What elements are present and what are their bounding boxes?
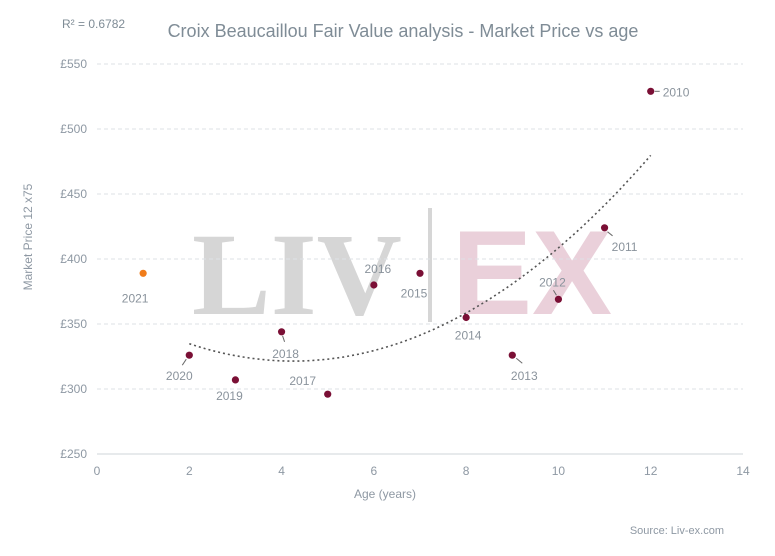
data-label-2020: 2020 bbox=[166, 369, 193, 383]
y-tick-label: £450 bbox=[60, 187, 87, 201]
x-tick-label: 8 bbox=[463, 464, 470, 478]
y-tick-label: £400 bbox=[60, 252, 87, 266]
data-label-2016: 2016 bbox=[365, 262, 392, 276]
watermark-liv-text: LIV bbox=[192, 209, 402, 340]
data-point-2020 bbox=[185, 351, 193, 359]
x-tick-label: 12 bbox=[644, 464, 658, 478]
x-tick-label: 10 bbox=[552, 464, 566, 478]
source-note: Source: Liv-ex.com bbox=[630, 525, 724, 537]
leader-line-2018 bbox=[282, 335, 286, 342]
data-point-2019 bbox=[231, 376, 240, 384]
x-tick-label: 2 bbox=[186, 464, 193, 478]
data-point-2018 bbox=[277, 328, 286, 336]
data-label-2012: 2012 bbox=[539, 275, 566, 289]
data-points: 2020 2019 2018 2017 2016 2015 2014 2013 2012 2011… bbox=[122, 85, 690, 403]
leader-line-2020 bbox=[181, 358, 187, 366]
data-label-2018: 2018 bbox=[272, 347, 299, 361]
y-tick-label: £250 bbox=[60, 447, 87, 461]
data-point-2012 bbox=[554, 295, 563, 303]
data-point-2010 bbox=[647, 87, 655, 95]
data-point-2014 bbox=[462, 313, 470, 322]
y-tick-label: £550 bbox=[60, 57, 87, 71]
x-tick-label: 0 bbox=[94, 464, 101, 478]
data-point-2016 bbox=[370, 281, 378, 289]
x-tick-label: 14 bbox=[736, 464, 750, 478]
liv-ex-watermark: LIV EX bbox=[192, 206, 612, 340]
data-point-2015 bbox=[416, 269, 424, 277]
watermark-ex-text: EX bbox=[452, 206, 612, 340]
data-label-2021: 2021 bbox=[122, 291, 149, 305]
x-tick-label: 6 bbox=[371, 464, 378, 478]
y-axis-label: Market Price 12 x75 bbox=[21, 183, 35, 290]
y-tick-label: £350 bbox=[60, 317, 87, 331]
watermark-divider bbox=[428, 208, 432, 322]
y-tick-labels: £250 £300 £350 £400 £450 £500 £550 bbox=[60, 57, 87, 461]
data-label-2014: 2014 bbox=[455, 329, 482, 343]
data-label-2011: 2011 bbox=[612, 240, 638, 254]
x-tick-labels: 0 2 4 6 8 10 12 14 bbox=[94, 464, 750, 478]
y-tick-label: £500 bbox=[60, 122, 87, 136]
data-point-2021 bbox=[139, 269, 147, 277]
data-label-2015: 2015 bbox=[401, 286, 428, 300]
r-squared-annotation: R² = 0.6782 bbox=[62, 17, 125, 31]
leader-line-2013 bbox=[515, 357, 523, 364]
leader-line-2012 bbox=[552, 290, 557, 296]
data-label-2010: 2010 bbox=[663, 85, 690, 99]
data-point-2017 bbox=[324, 390, 332, 398]
chart-title: Croix Beaucaillou Fair Value analysis - … bbox=[168, 21, 639, 41]
leader-line-2011 bbox=[607, 231, 613, 237]
x-tick-label: 4 bbox=[278, 464, 285, 478]
data-label-2019: 2019 bbox=[216, 389, 243, 403]
gridlines bbox=[97, 63, 743, 390]
y-tick-label: £300 bbox=[60, 382, 87, 396]
data-label-2017: 2017 bbox=[289, 374, 316, 388]
x-axis-label: Age (years) bbox=[354, 487, 416, 501]
data-label-2013: 2013 bbox=[511, 369, 538, 383]
data-point-2011 bbox=[600, 224, 609, 232]
trendline bbox=[189, 154, 652, 362]
data-point-2013 bbox=[508, 351, 516, 359]
